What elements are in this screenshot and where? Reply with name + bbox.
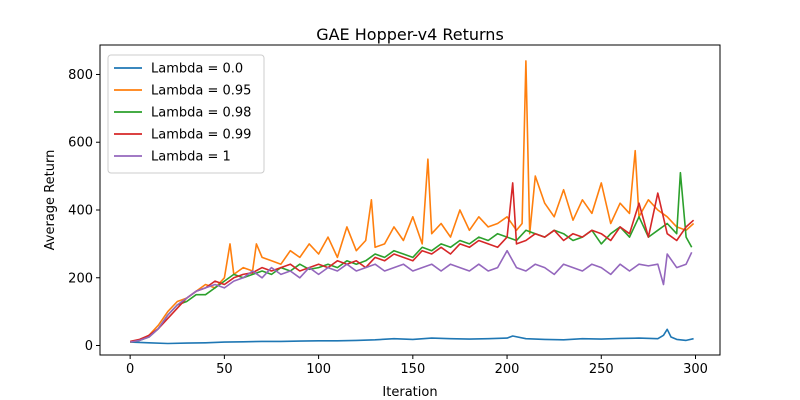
- y-tick-label-2: 400: [68, 203, 93, 218]
- series-line-1: [130, 60, 695, 343]
- legend-box: [107, 54, 265, 174]
- legend-label-3: Lambda = 0.99: [151, 128, 251, 143]
- series-line-4: [130, 249, 693, 343]
- x-tick-label-4: 200: [495, 362, 520, 377]
- legend-label-0: Lambda = 0.0: [151, 62, 243, 77]
- chart-title: GAE Hopper-v4 Returns: [316, 25, 504, 44]
- x-tick-label-3: 150: [400, 362, 425, 377]
- legend-label-4: Lambda = 1: [151, 150, 231, 165]
- x-axis: 0 50 100 150 200 250 300: [126, 355, 708, 377]
- legend: Lambda = 0.0 Lambda = 0.95 Lambda = 0.98 La…: [107, 54, 265, 174]
- x-tick-label-5: 250: [589, 362, 614, 377]
- x-tick-label-1: 50: [216, 362, 233, 377]
- y-tick-label-0: 0: [85, 339, 93, 354]
- plot-frame: [99, 44, 721, 356]
- series-line-3: [130, 182, 695, 343]
- y-tick-label-3: 600: [68, 136, 93, 151]
- x-tick-label-0: 0: [126, 362, 134, 377]
- series-layer: [130, 60, 695, 345]
- plot-area: [99, 44, 721, 356]
- x-tick-label-2: 100: [306, 362, 331, 377]
- series-line-2: [130, 171, 693, 343]
- legend-label-1: Lambda = 0.95: [151, 84, 251, 99]
- legend-label-2: Lambda = 0.98: [151, 106, 251, 121]
- y-axis: 0 200 400 600 800: [68, 68, 100, 354]
- y-tick-label-1: 200: [68, 271, 93, 286]
- x-tick-label-6: 300: [683, 362, 708, 377]
- y-axis-label: Average Return: [43, 150, 58, 251]
- y-tick-label-4: 800: [68, 68, 93, 83]
- x-axis-label: Iteration: [382, 385, 437, 400]
- series-line-0: [130, 328, 694, 345]
